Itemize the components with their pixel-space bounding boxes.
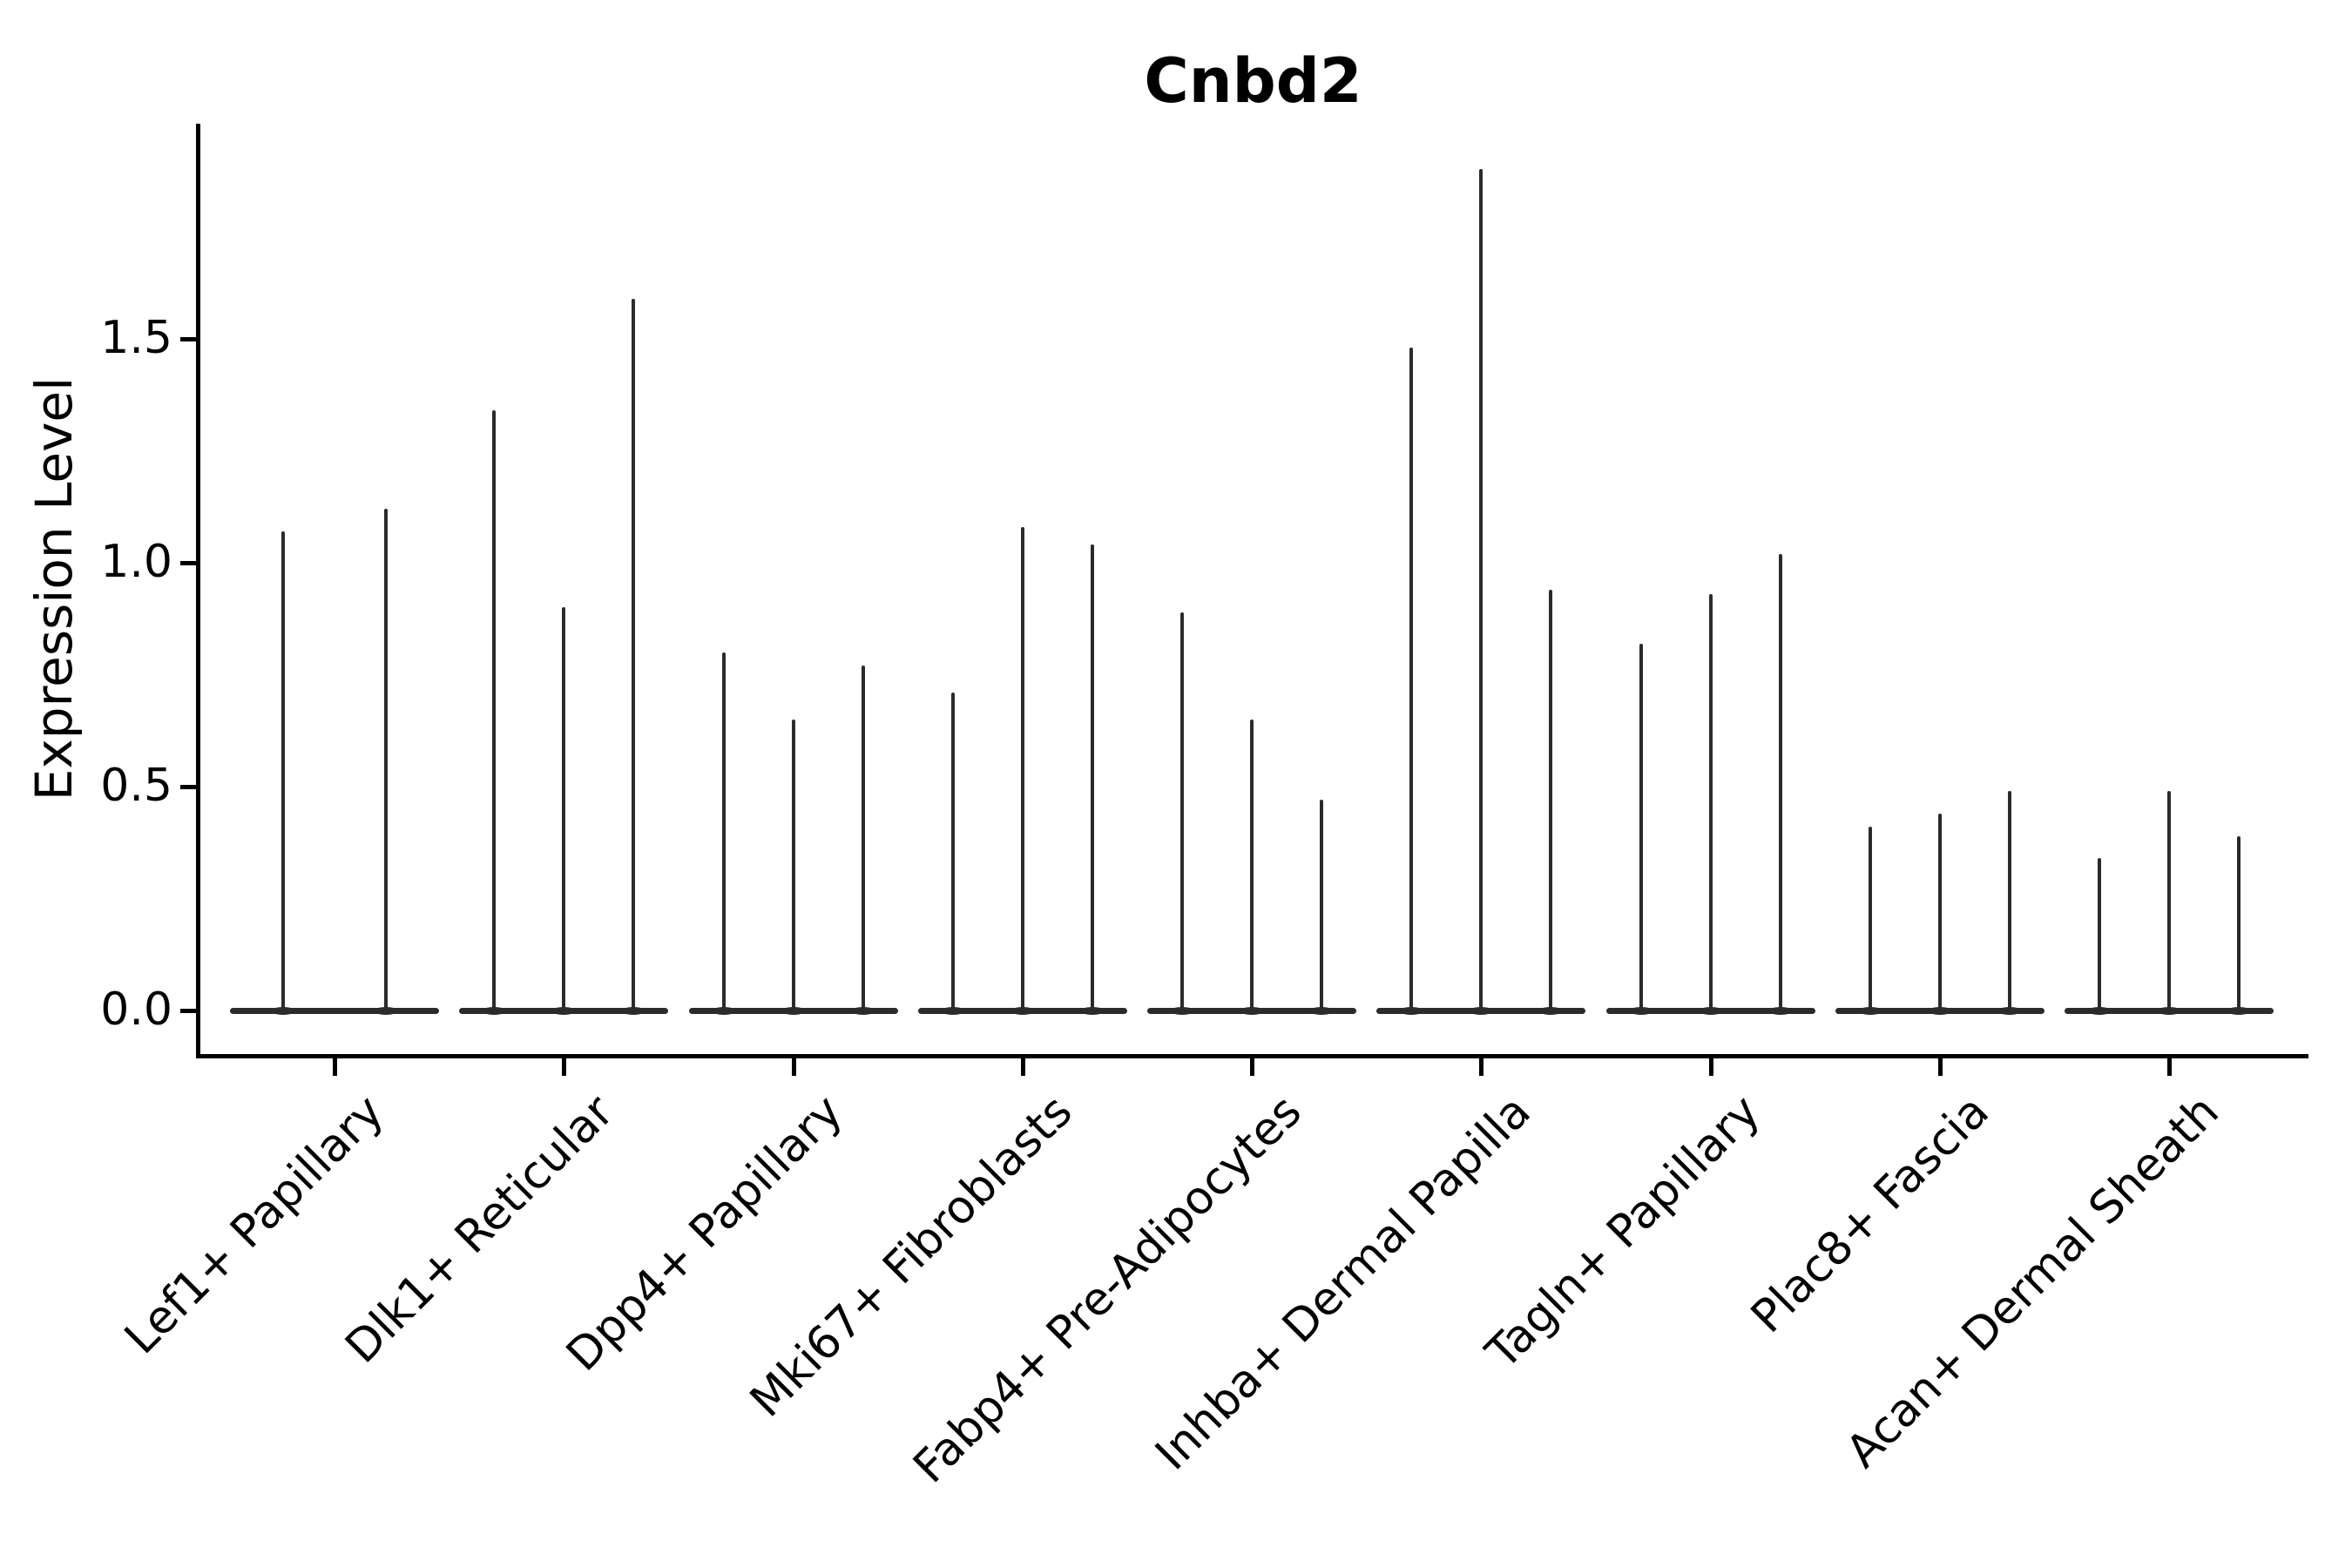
- x-tick-mark: [791, 1058, 796, 1076]
- y-axis-label: Expression Level: [24, 376, 84, 801]
- violin-spike-foot: [940, 1007, 965, 1015]
- violin-spike-foot: [1698, 1007, 1723, 1015]
- violin-spike: [2167, 791, 2171, 1010]
- violin-spike-foot: [1399, 1007, 1424, 1015]
- y-tick-label: 0.5: [100, 759, 172, 812]
- y-tick-mark: [180, 337, 196, 341]
- violin-spike-foot: [551, 1007, 577, 1015]
- violin-baseline: [230, 1008, 439, 1014]
- violin-spike-foot: [1079, 1007, 1105, 1015]
- violin-spike: [1868, 827, 1872, 1010]
- violin-spike: [950, 693, 955, 1010]
- violin-spike: [562, 607, 566, 1010]
- violin-spike-foot: [2157, 1007, 2181, 1015]
- violin-spike-foot: [1538, 1007, 1564, 1015]
- x-tick-label: Inhba+ Dermal Papilla: [1146, 1085, 1541, 1481]
- violin-spike-foot: [1469, 1007, 1494, 1015]
- violin-spike-foot: [1628, 1007, 1653, 1015]
- violin-spike: [2007, 791, 2011, 1010]
- x-tick-mark: [1708, 1058, 1713, 1076]
- violin-spike: [1639, 644, 1643, 1010]
- violin-spike: [1708, 594, 1713, 1010]
- violin-spike: [2098, 858, 2101, 1010]
- violin-spike-foot: [2227, 1007, 2251, 1015]
- violin-spike: [1180, 612, 1184, 1010]
- violin-spike: [281, 531, 285, 1010]
- violin-spike: [1479, 169, 1484, 1010]
- violin-spike: [1320, 800, 1323, 1010]
- violin-spike-foot: [1240, 1007, 1264, 1015]
- violin-spike: [1778, 554, 1782, 1010]
- x-tick-mark: [1937, 1058, 1943, 1076]
- violin-spike-foot: [850, 1007, 875, 1015]
- x-tick-mark: [1479, 1058, 1484, 1076]
- violin-spike: [1020, 527, 1024, 1010]
- y-tick-mark: [180, 561, 196, 565]
- violin-spike: [1549, 590, 1553, 1010]
- x-tick-label: Acan+ Dermal Sheath: [1835, 1085, 2229, 1478]
- x-tick-mark: [2167, 1058, 2172, 1076]
- x-axis-spine: [196, 1054, 2308, 1058]
- violin-spike-foot: [621, 1007, 646, 1015]
- violin-spike-foot: [271, 1007, 295, 1015]
- violin-spike-foot: [1927, 1007, 1952, 1015]
- y-tick-label: 1.0: [100, 535, 172, 588]
- violin-spike: [632, 299, 636, 1010]
- x-tick-mark: [1020, 1058, 1025, 1076]
- violin-spike-foot: [1309, 1007, 1334, 1015]
- y-tick-mark: [180, 1009, 196, 1013]
- y-tick-mark: [180, 785, 196, 789]
- x-tick-mark: [1250, 1058, 1254, 1076]
- x-tick-mark: [562, 1058, 567, 1076]
- violin-spike-foot: [1170, 1007, 1194, 1015]
- violin-spike: [2237, 836, 2240, 1010]
- violin-spike-foot: [781, 1007, 806, 1015]
- violin-spike: [1250, 720, 1254, 1010]
- violin-spike: [1937, 814, 1942, 1010]
- y-tick-label: 0.0: [100, 983, 172, 1036]
- violin-spike-foot: [1767, 1007, 1793, 1015]
- plot-title: Cnbd2: [1144, 45, 1362, 117]
- x-tick-label: Plac8+ Fascia: [1741, 1085, 2000, 1343]
- violin-spike-foot: [482, 1007, 507, 1015]
- violin-spike: [1090, 544, 1094, 1010]
- violin-spike-foot: [2087, 1007, 2112, 1015]
- violin-spike: [791, 720, 795, 1010]
- x-tick-mark: [333, 1058, 337, 1076]
- x-tick-label: Fabp4+ Pre-Adipocytes: [903, 1085, 1312, 1494]
- y-tick-label: 1.5: [100, 311, 172, 364]
- violin-spike-foot: [1857, 1007, 1882, 1015]
- violin-spike: [861, 666, 865, 1010]
- violin-spike-foot: [711, 1007, 736, 1015]
- violin-spike-foot: [1010, 1007, 1035, 1015]
- violin-spike-foot: [374, 1007, 398, 1015]
- y-axis-spine: [196, 124, 200, 1058]
- violin-spike-foot: [1997, 1007, 2022, 1015]
- violin-spike: [721, 652, 726, 1010]
- violin-spike: [492, 410, 497, 1010]
- violin-spike: [384, 509, 388, 1010]
- violin-spike: [1409, 348, 1414, 1010]
